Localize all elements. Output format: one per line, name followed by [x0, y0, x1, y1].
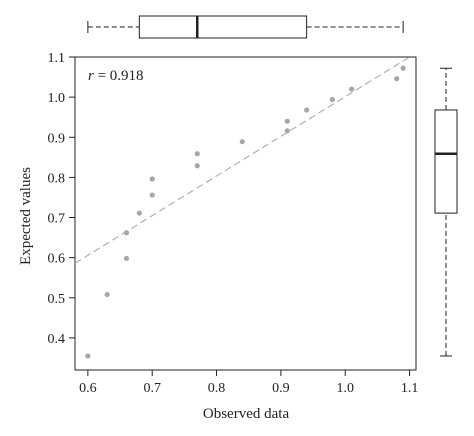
correlation-value: = 0.918 — [94, 68, 144, 84]
data-point — [194, 163, 200, 169]
data-point — [194, 151, 200, 157]
x-tick-label: 0.6 — [79, 381, 97, 396]
y-tick-label: 0.7 — [48, 212, 66, 227]
y-tick-label: 0.9 — [48, 131, 66, 146]
correlation-annotation: r = 0.918 — [88, 68, 144, 84]
x-axis: 0.6 0.7 0.8 0.9 1.0 1.1 — [79, 370, 418, 396]
y-tick-label: 1.0 — [48, 91, 66, 106]
y-boxplot — [434, 67, 458, 357]
y-tick-label: 1.1 — [48, 51, 66, 66]
data-point — [239, 139, 245, 145]
data-point — [400, 65, 406, 71]
x-boxplot — [87, 15, 404, 39]
x-tick-label: 0.8 — [208, 381, 226, 396]
y-tick-label: 0.8 — [48, 171, 66, 186]
x-tick-label: 0.7 — [143, 381, 161, 396]
data-point — [85, 353, 91, 359]
data-point — [136, 210, 142, 216]
x-box-body — [138, 15, 308, 39]
data-point — [394, 76, 400, 82]
data-point — [123, 255, 130, 262]
y-tick-label: 0.6 — [48, 252, 66, 267]
data-point — [149, 192, 155, 198]
data-point — [349, 86, 355, 92]
data-point — [329, 96, 335, 103]
y-box-body — [434, 109, 458, 214]
data-point — [149, 176, 155, 182]
data-points — [85, 65, 406, 359]
x-tick-label: 1.1 — [401, 381, 419, 396]
data-point — [284, 128, 290, 134]
y-axis-label: Expected values — [18, 167, 34, 265]
correlation-symbol: r — [88, 68, 94, 84]
x-axis-label: Observed data — [203, 406, 290, 422]
y-tick-label: 0.4 — [48, 332, 66, 347]
plot-border — [74, 56, 417, 371]
y-tick-label: 0.5 — [48, 292, 66, 307]
data-point — [123, 230, 130, 236]
data-point — [104, 291, 110, 298]
plot-frame — [74, 56, 417, 371]
data-point — [304, 107, 310, 113]
y-axis: 0.4 0.5 0.6 0.7 0.8 0.9 1.0 1.1 — [48, 51, 75, 347]
data-point — [284, 118, 290, 124]
x-tick-label: 0.9 — [272, 381, 290, 396]
x-tick-label: 1.0 — [336, 381, 354, 396]
